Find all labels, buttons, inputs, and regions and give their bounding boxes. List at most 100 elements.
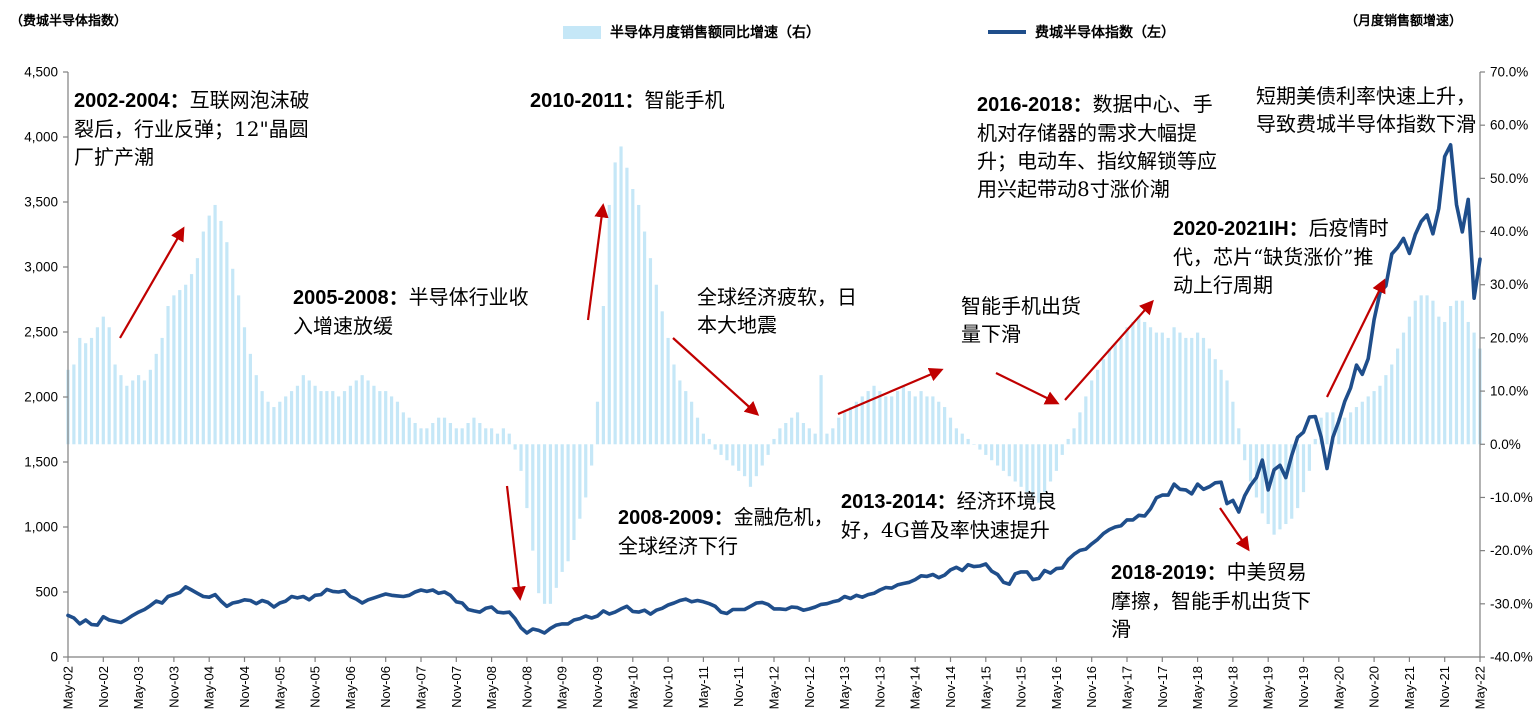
bar: [784, 423, 788, 445]
bar: [1025, 444, 1029, 493]
bar: [607, 204, 611, 445]
bar: [1066, 438, 1070, 445]
bar: [978, 444, 982, 450]
bar: [1284, 444, 1288, 525]
bar: [1007, 444, 1011, 477]
bar: [1207, 348, 1211, 445]
bar: [1378, 385, 1382, 445]
bar: [101, 316, 105, 445]
line-series-swatch-icon: [988, 30, 1026, 34]
bar: [995, 444, 1000, 466]
x-axis-tick-label: Nov-12: [802, 666, 817, 708]
bar: [701, 433, 705, 445]
bar: [537, 444, 541, 594]
annotation-text: 智能手机: [644, 88, 725, 112]
bar: [925, 396, 929, 445]
bar: [737, 444, 741, 471]
annotation-period-label: 2013-2014：: [841, 491, 957, 513]
bar: [107, 327, 111, 445]
annotation-arrow-icon: [995, 372, 1060, 405]
bar: [372, 385, 376, 445]
annotation-period-label: 2018-2019：: [1111, 562, 1227, 584]
annotation-text: 半导体行业收入增速放缓: [293, 285, 529, 338]
x-axis-tick-label: Nov-03: [166, 666, 181, 708]
annotation-period-label: 2020-2021IH：: [1173, 218, 1309, 240]
bar: [1390, 364, 1394, 445]
bar: [1448, 306, 1453, 445]
left-axis-tick-label: 500: [35, 585, 58, 600]
bar: [666, 337, 670, 445]
annotation-arrow-icon: [119, 226, 185, 339]
x-axis-tick-label: May-02: [61, 666, 76, 709]
bar: [1090, 380, 1094, 445]
bar: [219, 220, 223, 445]
bar: [1160, 332, 1164, 445]
right-axis-tick-label: -40.0%: [1490, 650, 1533, 665]
bar: [1154, 332, 1159, 445]
bar: [542, 444, 547, 604]
bar: [907, 391, 911, 445]
x-axis-tick-label: May-21: [1402, 666, 1417, 709]
bar: [84, 343, 88, 445]
bar: [990, 444, 994, 461]
bar: [319, 391, 323, 445]
right-axis-tick-label: -30.0%: [1490, 596, 1533, 611]
bar: [1231, 401, 1235, 445]
bar: [331, 391, 335, 445]
right-axis-tick-label: 20.0%: [1490, 330, 1528, 345]
bar: [560, 444, 564, 572]
bar: [307, 380, 311, 445]
bar: [760, 444, 764, 466]
bar: [631, 189, 635, 445]
bar: [1225, 380, 1229, 445]
bar: [248, 353, 252, 445]
right-axis-tick-label: 50.0%: [1490, 171, 1528, 186]
bar: [1331, 412, 1335, 445]
x-axis-tick-label: May-19: [1261, 666, 1276, 709]
annotation-callout: 智能手机出货量下滑: [961, 292, 1096, 348]
left-axis-tick-label: 4,000: [24, 130, 58, 145]
x-axis-tick-label: Nov-05: [308, 666, 323, 708]
bar: [213, 204, 217, 445]
x-axis-tick-label: Nov-10: [661, 666, 676, 708]
x-axis-tick-label: Nov-02: [96, 666, 111, 708]
bar: [937, 401, 941, 445]
bar: [454, 428, 458, 445]
bar: [519, 444, 523, 471]
bar: [566, 444, 570, 562]
bar: [1366, 396, 1370, 445]
bar: [731, 444, 735, 466]
annotation-arrow-icon: [586, 203, 609, 321]
bar: [342, 391, 347, 445]
bar: [719, 444, 723, 455]
bar: [513, 444, 517, 450]
bar: [913, 396, 917, 445]
bar: [401, 412, 405, 445]
left-axis-tick-label: 4,500: [24, 65, 58, 80]
bar: [160, 337, 164, 445]
bar: [831, 428, 835, 445]
bar: [1260, 444, 1264, 514]
annotation-callout: 全球经济疲软，日本大地震: [697, 283, 875, 339]
x-axis-tick-label: May-09: [555, 666, 570, 709]
x-axis-tick-label: May-04: [202, 666, 217, 709]
bar: [531, 444, 535, 551]
bar: [1072, 428, 1076, 445]
bar: [78, 337, 82, 445]
bar: [660, 311, 664, 445]
left-axis-tick-label: 1,500: [24, 455, 58, 470]
bar: [1296, 444, 1300, 509]
bar: [378, 391, 382, 445]
bar: [354, 380, 358, 445]
x-axis-tick-label: Nov-04: [237, 666, 252, 708]
x-axis-tick-label: Nov-20: [1367, 666, 1382, 708]
bar: [819, 375, 823, 445]
bar: [595, 401, 600, 445]
x-axis-tick-label: May-12: [767, 666, 782, 709]
annotation-arrow-icon: [1219, 507, 1250, 552]
bar: [225, 242, 229, 445]
x-axis-tick-label: May-14: [908, 666, 923, 709]
bar: [972, 444, 976, 445]
bar: [601, 306, 605, 445]
bar: [1384, 375, 1388, 445]
